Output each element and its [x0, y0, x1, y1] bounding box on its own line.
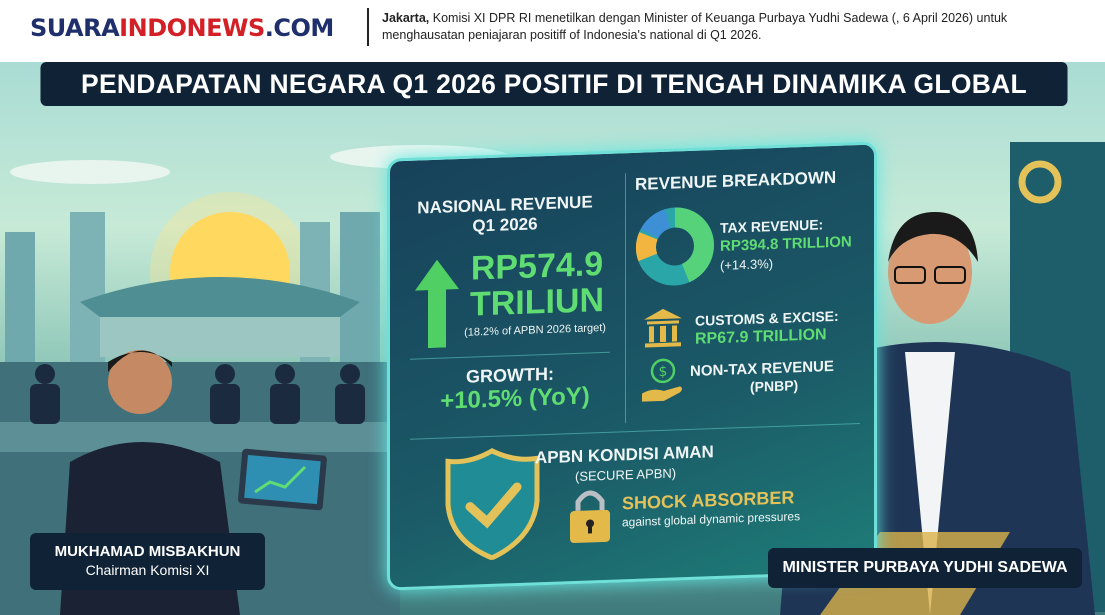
- svg-text:$: $: [659, 364, 668, 380]
- minister-name: MINISTER PURBAYA YUDHI SADEWA: [782, 559, 1068, 576]
- bank-building-icon: [644, 308, 682, 348]
- tax-revenue-change: (+14.3%): [720, 256, 774, 273]
- target-note: (18.2% of APBN 2026 target): [464, 321, 606, 339]
- chairman-role: Chairman Komisi XI: [85, 562, 210, 578]
- logo-tld: .COM: [264, 14, 335, 42]
- logo-accent: INDONEWS: [119, 14, 265, 42]
- minister-caption: MINISTER PURBAYA YUDHI SADEWA: [768, 548, 1082, 588]
- tax-revenue-label: TAX REVENUE:: [720, 216, 824, 236]
- shield-check-icon: [445, 448, 540, 561]
- chairman-name: MUKHAMAD MISBAKHUN: [54, 543, 241, 560]
- headline-banner: PENDAPATAN NEGARA Q1 2026 POSITIF DI TEN…: [40, 62, 1068, 106]
- padlock-icon: [570, 490, 610, 544]
- chairman-caption: MUKHAMAD MISBAKHUN Chairman Komisi XI: [30, 533, 265, 590]
- building: [5, 232, 35, 382]
- revenue-infographic-panel: NASIONAL REVENUE Q1 2026 RP574.9 TRILIUN…: [387, 141, 877, 591]
- lead-paragraph: Jakarta, Komisi XI DPR RI menetilkan den…: [382, 10, 1092, 44]
- parliament-dome: [80, 277, 360, 317]
- nontax-sub: (PNBP): [750, 377, 799, 395]
- panel-divider: [410, 423, 860, 440]
- national-revenue-title: NASIONAL REVENUE Q1 2026: [417, 192, 593, 236]
- cloud: [10, 160, 170, 184]
- decor-ring: [1018, 160, 1062, 204]
- dateline: Jakarta,: [382, 11, 430, 25]
- logo-text: SUARA: [30, 14, 120, 42]
- site-header: SUARAINDONEWS.COM Jakarta, Komisi XI DPR…: [0, 0, 1105, 62]
- headline: PENDAPATAN NEGARA Q1 2026 POSITIF DI TEN…: [81, 68, 1027, 99]
- desk: [0, 422, 400, 452]
- apbn-title: APBN KONDISI AMAN: [535, 442, 714, 468]
- panel-divider: [410, 351, 610, 360]
- breakdown-title: REVENUE BREAKDOWN: [635, 167, 837, 194]
- panel-divider: [625, 173, 626, 424]
- tax-revenue-value: RP394.8 TRILLION: [720, 233, 852, 255]
- money-hand-icon: $: [642, 358, 682, 402]
- audience-people: [30, 364, 365, 424]
- nontax-label: NON-TAX REVENUE: [690, 357, 834, 380]
- donut-chart-icon: [636, 207, 714, 286]
- header-divider: [367, 8, 369, 46]
- arrow-up-icon: [415, 259, 459, 349]
- national-revenue-value: RP574.9 TRILIUN: [469, 245, 605, 324]
- site-logo[interactable]: SUARAINDONEWS.COM: [30, 14, 334, 42]
- building: [340, 212, 380, 372]
- apbn-subtitle: (SECURE APBN): [575, 465, 677, 484]
- lead-text: Komisi XI DPR RI menetilkan dengan Minis…: [382, 11, 1008, 42]
- laptop-chart-icon: [238, 448, 327, 511]
- customs-value: RP67.9 TRILLION: [695, 326, 827, 348]
- growth-value: +10.5% (YoY): [440, 382, 590, 415]
